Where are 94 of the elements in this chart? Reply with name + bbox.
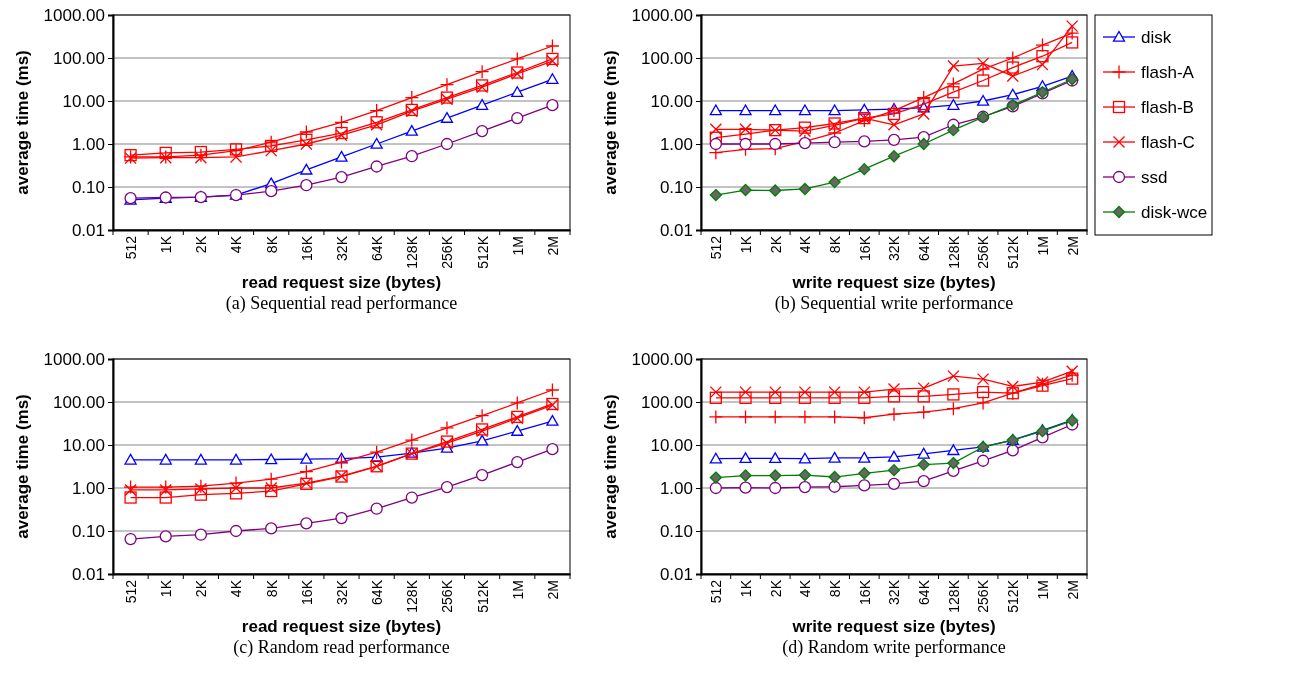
x-tick-label: 8K bbox=[827, 579, 844, 598]
x-tick-label: 64K bbox=[916, 579, 933, 605]
y-tick-label: 10.00 bbox=[650, 91, 693, 111]
x-tick-label: 16K bbox=[856, 235, 873, 261]
x-tick-label: 1M bbox=[1034, 580, 1051, 600]
y-tick-label: 100.00 bbox=[53, 48, 105, 68]
y-tick-label: 0.10 bbox=[71, 177, 105, 197]
x-tick-label: 32K bbox=[333, 579, 350, 605]
y-tick-label: 10.00 bbox=[62, 435, 105, 455]
x-tick-label: 8K bbox=[263, 235, 280, 254]
y-tick-label: 0.01 bbox=[659, 220, 693, 240]
y-tick-label: 1.00 bbox=[71, 478, 105, 498]
x-tick-label: 512K bbox=[474, 235, 491, 269]
text: (c) Random read performance bbox=[233, 637, 450, 658]
x-tick-label: 4K bbox=[228, 579, 245, 598]
x-tick-label: 16K bbox=[298, 235, 315, 261]
x-tick-label: 4K bbox=[797, 235, 814, 254]
x-tick-label: 32K bbox=[886, 579, 903, 605]
x-tick-label: 128K bbox=[404, 579, 421, 613]
y-tick-label: 10.00 bbox=[650, 435, 693, 455]
x-tick-label: 2K bbox=[193, 235, 210, 254]
y-tick-label: 1.00 bbox=[659, 134, 693, 154]
text: (d) Random write performance bbox=[782, 637, 1006, 658]
x-tick-label: 1K bbox=[737, 235, 754, 254]
x-tick-label: 128K bbox=[945, 235, 962, 269]
x-tick-label: 8K bbox=[263, 579, 280, 598]
x-tick-label: 128K bbox=[404, 235, 421, 269]
x-tick-label: 4K bbox=[797, 579, 814, 598]
x-tick-label: 64K bbox=[369, 235, 386, 261]
legend-label: disk bbox=[1141, 27, 1172, 47]
y-axis-title: average time (ms) bbox=[601, 394, 620, 539]
x-tick-label: 1M bbox=[509, 580, 526, 600]
x-tick-label: 256K bbox=[439, 579, 456, 613]
x-tick-label: 256K bbox=[975, 579, 992, 613]
y-tick-label: 1000.00 bbox=[43, 349, 105, 369]
x-tick-label: 1K bbox=[158, 235, 175, 254]
x-tick-label: 512 bbox=[122, 235, 139, 260]
y-tick-label: 1000.00 bbox=[631, 5, 693, 25]
y-tick-label: 0.10 bbox=[71, 521, 105, 541]
x-tick-label: 4K bbox=[228, 235, 245, 254]
y-axis-title: average time (ms) bbox=[13, 394, 32, 539]
x-axis-title: write request size (bytes) bbox=[791, 273, 996, 292]
y-tick-label: 100.00 bbox=[641, 48, 693, 68]
x-tick-label: 512 bbox=[122, 579, 139, 604]
y-tick-label: 0.01 bbox=[659, 564, 693, 584]
x-tick-label: 512K bbox=[474, 579, 491, 613]
legend-label: flash-B bbox=[1141, 97, 1194, 117]
x-axis-title: write request size (bytes) bbox=[791, 617, 996, 636]
y-axis-title: average time (ms) bbox=[601, 50, 620, 195]
y-tick-label: 0.10 bbox=[659, 177, 693, 197]
x-tick-label: 512 bbox=[708, 235, 725, 260]
y-tick-label: 1.00 bbox=[71, 134, 105, 154]
x-tick-label: 1M bbox=[509, 236, 526, 256]
x-tick-label: 512K bbox=[1005, 235, 1022, 269]
x-tick-label: 1M bbox=[1034, 236, 1051, 256]
x-tick-label: 2K bbox=[767, 235, 784, 254]
y-tick-label: 1000.00 bbox=[43, 5, 105, 25]
x-tick-label: 1K bbox=[158, 579, 175, 598]
y-tick-label: 0.01 bbox=[71, 564, 105, 584]
x-tick-label: 2M bbox=[544, 580, 561, 600]
x-tick-label: 16K bbox=[856, 579, 873, 605]
y-axis-title: average time (ms) bbox=[13, 50, 32, 195]
y-tick-label: 1000.00 bbox=[631, 349, 693, 369]
x-tick-label: 2K bbox=[193, 579, 210, 598]
x-tick-label: 16K bbox=[298, 579, 315, 605]
x-tick-label: 256K bbox=[975, 235, 992, 269]
y-tick-label: 100.00 bbox=[53, 392, 105, 412]
legend-label: disk-wce bbox=[1141, 202, 1208, 222]
x-tick-label: 2M bbox=[1064, 236, 1081, 256]
x-tick-label: 512 bbox=[708, 579, 725, 604]
x-tick-label: 512K bbox=[1005, 579, 1022, 613]
legend-label: flash-A bbox=[1141, 62, 1195, 82]
x-tick-label: 2K bbox=[767, 579, 784, 598]
x-tick-label: 32K bbox=[886, 235, 903, 261]
x-tick-label: 2M bbox=[1064, 580, 1081, 600]
x-axis-title: read request size (bytes) bbox=[241, 617, 442, 636]
x-tick-label: 1K bbox=[737, 579, 754, 598]
x-tick-label: 32K bbox=[333, 235, 350, 261]
x-tick-label: 2M bbox=[544, 236, 561, 256]
legend-label: ssd bbox=[1141, 167, 1168, 187]
y-tick-label: 100.00 bbox=[641, 392, 693, 412]
x-tick-label: 128K bbox=[945, 579, 962, 613]
x-tick-label: 64K bbox=[916, 235, 933, 261]
y-tick-label: 0.10 bbox=[659, 521, 693, 541]
y-tick-label: 1.00 bbox=[659, 478, 693, 498]
text: (b) Sequential write performance bbox=[774, 293, 1014, 314]
x-axis-title: read request size (bytes) bbox=[241, 273, 442, 292]
x-tick-label: 8K bbox=[827, 235, 844, 254]
x-tick-label: 256K bbox=[439, 235, 456, 269]
text: (a) Sequential read performance bbox=[225, 293, 458, 314]
x-tick-label: 64K bbox=[369, 579, 386, 605]
legend-label: flash-C bbox=[1141, 132, 1195, 152]
y-tick-label: 0.01 bbox=[71, 220, 105, 240]
y-tick-label: 10.00 bbox=[62, 91, 105, 111]
